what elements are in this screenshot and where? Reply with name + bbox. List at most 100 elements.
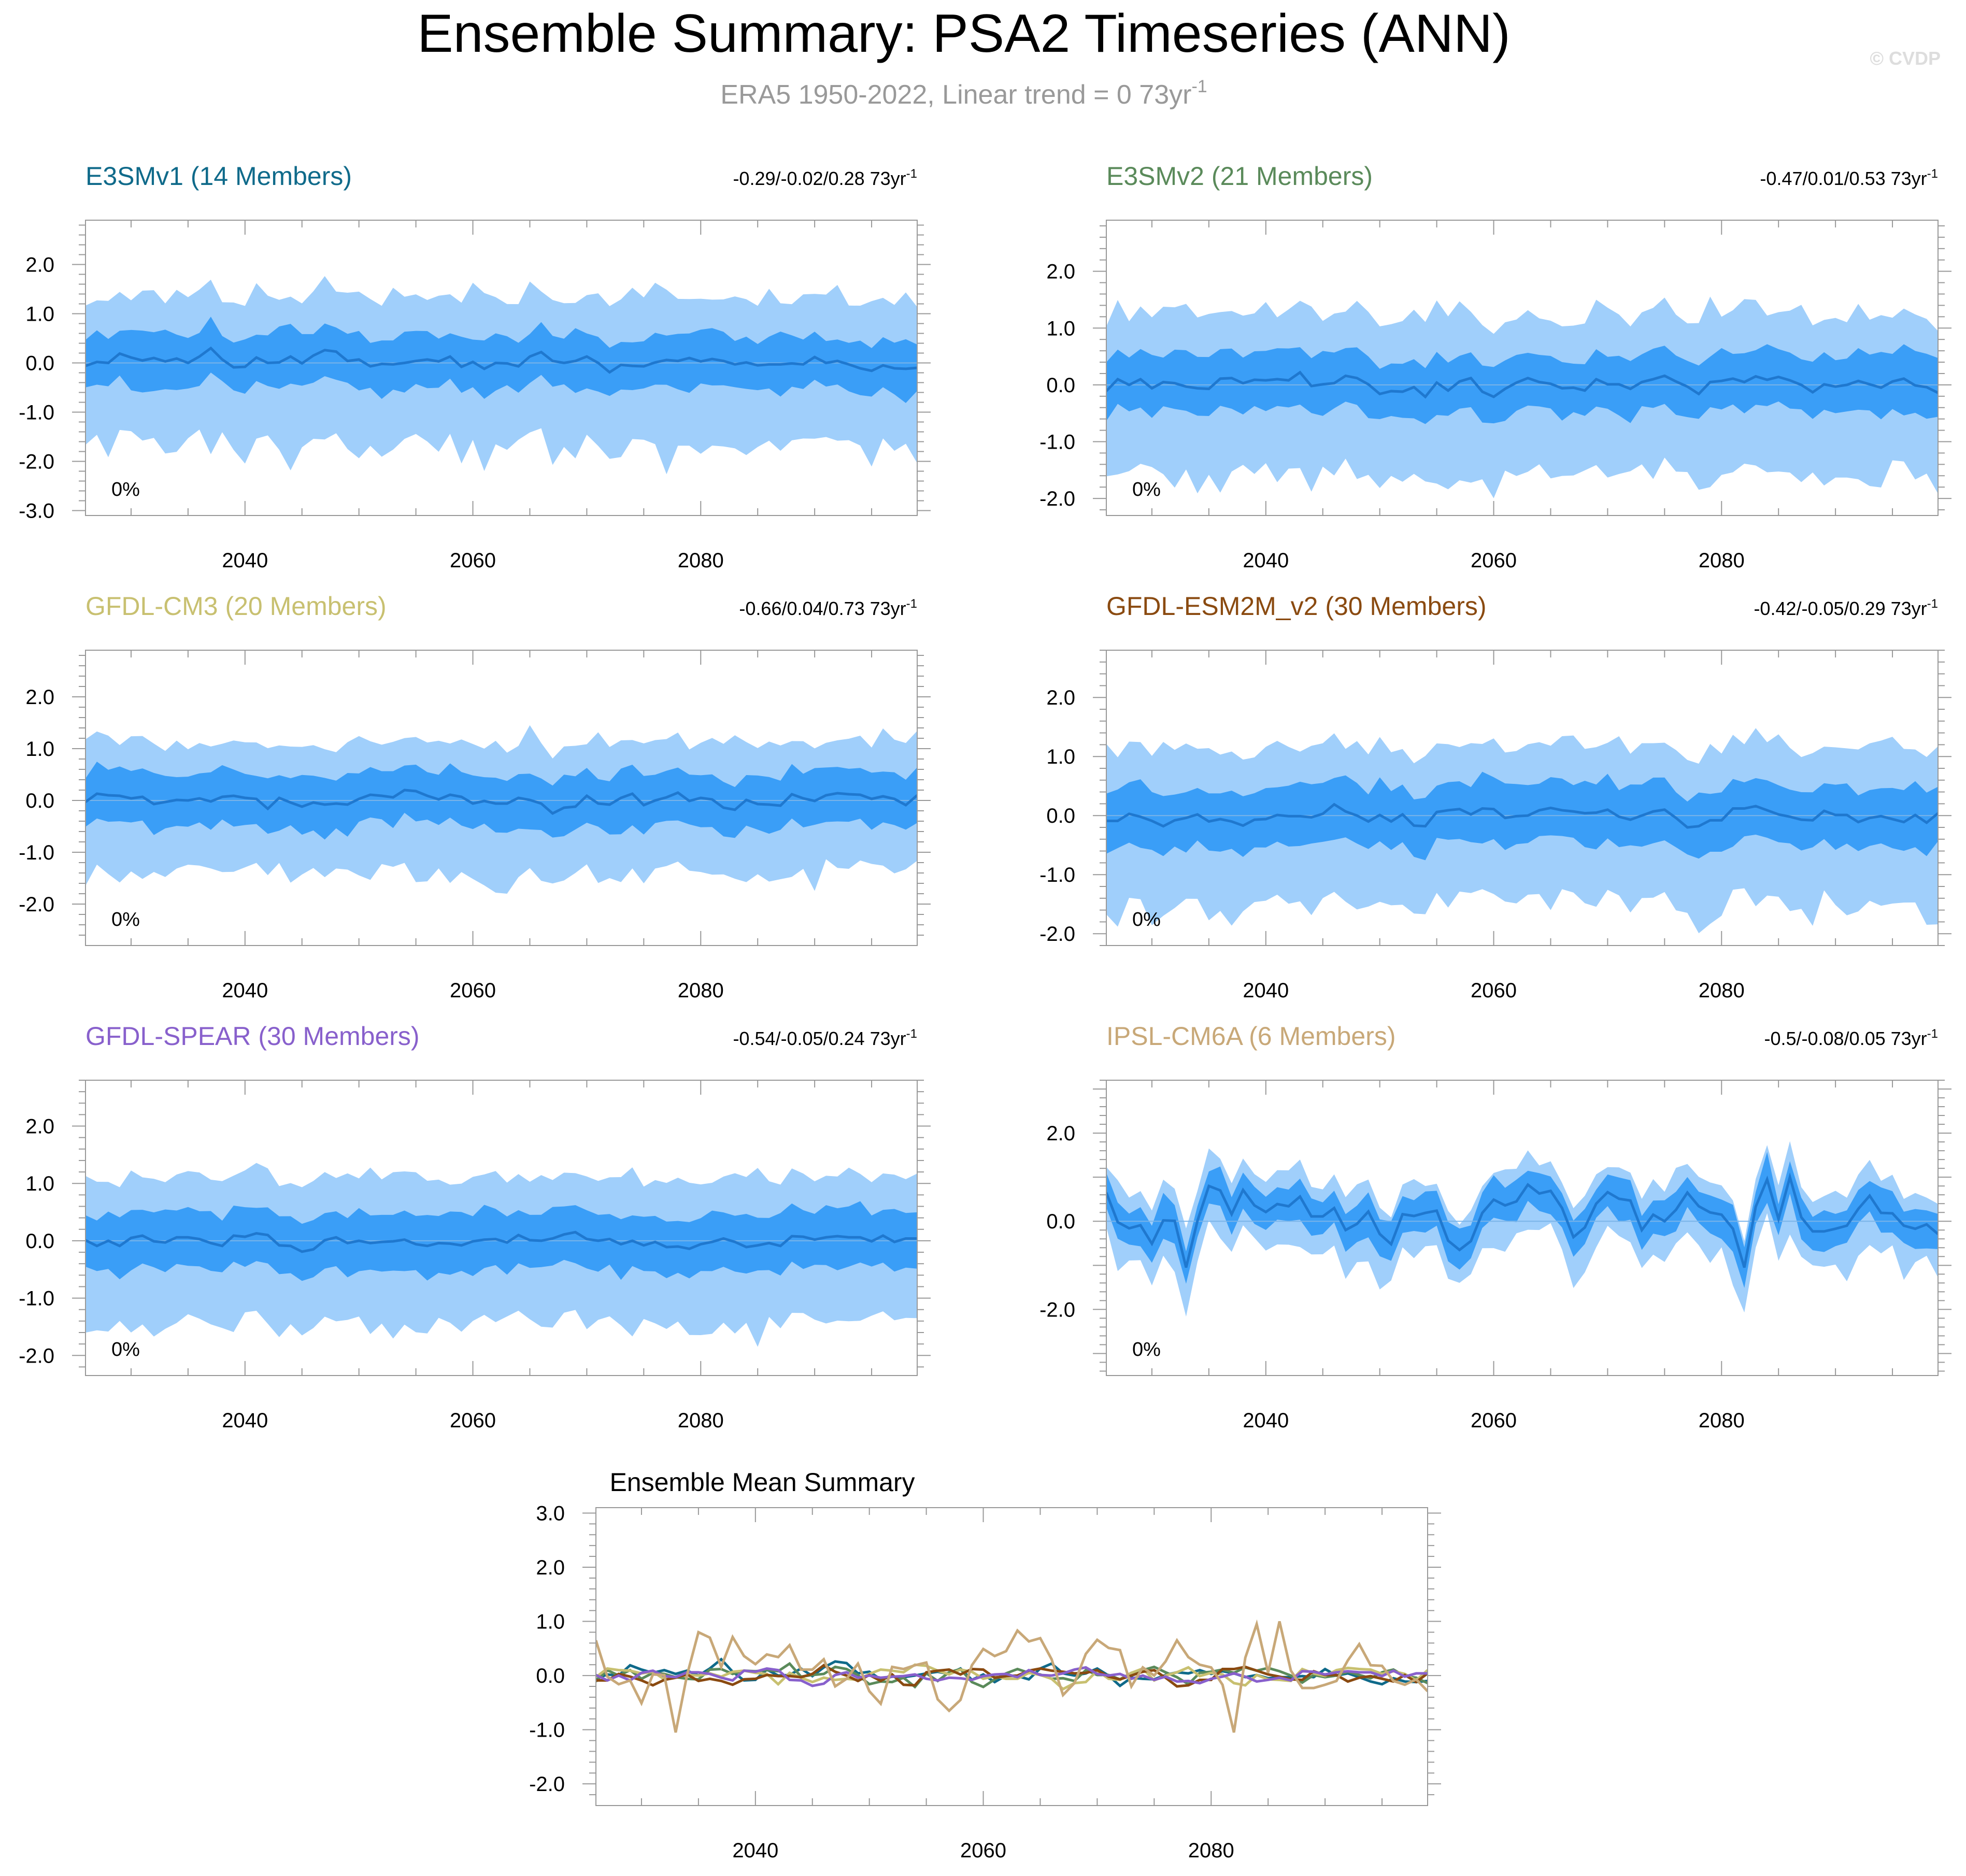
- trend-label-main: -0.66/0.04/0.73 73yr: [739, 598, 906, 619]
- x-tick-label: 2080: [1699, 1409, 1745, 1432]
- y-tick-label: -1.0: [1039, 431, 1075, 454]
- ensemble-mean-line: [1106, 370, 1938, 399]
- figure-subtitle-sup: -1: [1191, 77, 1207, 96]
- trend-label-main: -0.29/-0.02/0.28 73yr: [733, 168, 906, 189]
- plot-frame: [85, 650, 918, 946]
- y-tick-label: -3.0: [19, 500, 54, 523]
- chart-panel-e3smv2: E3SMv2 (21 Members) -0.47/0.01/0.53 73yr-…: [1039, 162, 1951, 572]
- chart-panel-gfdl_esm2m: GFDL-ESM2M_v2 (30 Members) -0.42/-0.05/0.…: [1039, 592, 1951, 1002]
- ensemble-mean-line: [86, 346, 917, 374]
- x-tick-label: 2060: [1471, 1409, 1517, 1432]
- x-tick-label: 2040: [222, 979, 268, 1002]
- trend-label: -0.29/-0.02/0.28 73yr-1: [733, 167, 917, 189]
- y-tick-label: -2.0: [1039, 1298, 1075, 1321]
- x-axis: 2040 2060 2080: [1151, 650, 1893, 1002]
- plot-area: [1106, 728, 1938, 934]
- outer-band: [1106, 1141, 1938, 1317]
- chart-panel-ipsl_cm6a: IPSL-CM6A (6 Members) -0.5/-0.08/0.05 73y…: [1039, 1022, 1951, 1432]
- y-tick-label: 3.0: [536, 1502, 565, 1525]
- plot-frame: [85, 1080, 918, 1376]
- y-tick-label: 1.0: [25, 303, 54, 326]
- trend-label-main: -0.47/0.01/0.53 73yr: [1760, 168, 1927, 189]
- plot-area: [86, 1163, 917, 1347]
- percent-label: 0%: [111, 479, 140, 500]
- percent-label: 0%: [1132, 1339, 1161, 1361]
- x-tick-label: 2040: [732, 1839, 778, 1862]
- y-tick-label: -2.0: [1039, 923, 1075, 946]
- ensemble-mean-line: [86, 789, 917, 815]
- y-tick-label: -1.0: [529, 1719, 565, 1742]
- y-axis: 3.0 2.0 1.0 0.0 -1.0 -2.0: [529, 1502, 1441, 1796]
- chart-panel-ens_mean: Ensemble Mean Summary 2040 2060 2080 3.0 2.0 1…: [529, 1468, 1441, 1862]
- y-tick-label: -1.0: [19, 1287, 54, 1310]
- y-tick-label: 2.0: [1046, 686, 1075, 709]
- ensemble-mean-line: [1106, 1172, 1938, 1268]
- x-tick-label: 2080: [678, 549, 724, 572]
- series-line-ipsl-cm6a: [596, 1619, 1428, 1733]
- plot-area: [86, 725, 917, 894]
- series-line-e3smv2: [596, 1662, 1428, 1689]
- x-tick-label: 2080: [1699, 549, 1745, 572]
- trend-label-sup: -1: [1927, 597, 1938, 611]
- y-tick-label: -1.0: [19, 402, 54, 424]
- x-tick-label: 2040: [1243, 549, 1289, 572]
- plot-frame: [85, 220, 918, 516]
- plot-area: [1106, 1141, 1938, 1317]
- panel-title: Ensemble Mean Summary: [609, 1468, 915, 1497]
- figure-subtitle-main: ERA5 1950-2022, Linear trend = 0 73yr: [720, 80, 1191, 110]
- x-tick-label: 2080: [678, 1409, 724, 1432]
- x-tick-label: 2040: [222, 1409, 268, 1432]
- chart-panel-e3smv1: E3SMv1 (14 Members) -0.29/-0.02/0.28 73yr…: [19, 162, 931, 572]
- x-axis: 2040 2060 2080: [130, 650, 873, 1002]
- x-tick-label: 2040: [222, 549, 268, 572]
- y-tick-label: 0.0: [25, 790, 54, 812]
- y-tick-label: -1.0: [19, 841, 54, 864]
- plot-frame: [1106, 650, 1939, 946]
- x-axis: 2040 2060 2080: [130, 220, 873, 572]
- trend-label-sup: -1: [906, 1027, 917, 1041]
- y-tick-label: -2.0: [529, 1773, 565, 1796]
- y-tick-label: -1.0: [1039, 864, 1075, 886]
- x-axis: 2040 2060 2080: [640, 1508, 1383, 1862]
- figure-subtitle: ERA5 1950-2022, Linear trend = 0 73yr-1: [720, 77, 1207, 110]
- figure-title: Ensemble Summary: PSA2 Timeseries (ANN): [417, 4, 1510, 64]
- y-axis: 2.0 1.0 0.0 -1.0 -2.0: [1039, 225, 1951, 510]
- y-axis: 2.0 0.0 -2.0: [1039, 1080, 1951, 1372]
- x-tick-label: 2060: [450, 549, 496, 572]
- panel-title: GFDL-ESM2M_v2 (30 Members): [1106, 592, 1487, 621]
- y-tick-label: 2.0: [25, 254, 54, 277]
- y-tick-label: 1.0: [25, 1172, 54, 1195]
- y-axis: 2.0 1.0 0.0 -1.0 -2.0: [1039, 650, 1951, 946]
- cvdp-watermark: © CVDP: [1870, 48, 1941, 69]
- x-tick-label: 2060: [1471, 979, 1517, 1002]
- x-tick-label: 2080: [1188, 1839, 1234, 1862]
- plot-frame: [1106, 1080, 1939, 1376]
- trend-label-sup: -1: [906, 167, 917, 181]
- y-tick-label: 1.0: [1046, 317, 1075, 340]
- y-tick-label: 1.0: [25, 738, 54, 761]
- x-tick-label: 2080: [678, 979, 724, 1002]
- inner-band: [86, 317, 917, 403]
- panel-title: E3SMv1 (14 Members): [86, 162, 352, 191]
- trend-label-sup: -1: [1927, 167, 1938, 181]
- trend-label-sup: -1: [906, 597, 917, 611]
- y-tick-label: 0.0: [1046, 374, 1075, 397]
- y-tick-label: -2.0: [19, 893, 54, 916]
- plot-frame: [595, 1507, 1428, 1806]
- y-tick-label: 1.0: [1046, 746, 1075, 768]
- trend-label: -0.5/-0.08/0.05 73yr-1: [1764, 1027, 1938, 1049]
- chart-panel-gfdl_spear: GFDL-SPEAR (30 Members) -0.54/-0.05/0.24 …: [19, 1022, 931, 1432]
- ensemble-mean-line: [86, 1230, 917, 1253]
- trend-label-sup: -1: [1927, 1027, 1938, 1041]
- trend-label: -0.54/-0.05/0.24 73yr-1: [733, 1027, 917, 1049]
- x-tick-label: 2040: [1243, 979, 1289, 1002]
- panel-title: GFDL-SPEAR (30 Members): [86, 1022, 420, 1051]
- y-axis: 2.0 1.0 0.0 -1.0 -2.0: [19, 1080, 931, 1368]
- panel-title: GFDL-CM3 (20 Members): [86, 592, 387, 621]
- plot-frame: [1106, 220, 1939, 516]
- y-axis: 2.0 1.0 0.0 -1.0 -2.0 -3.0: [19, 224, 931, 523]
- trend-label: -0.47/0.01/0.53 73yr-1: [1760, 167, 1938, 189]
- y-tick-label: 2.0: [1046, 1122, 1075, 1145]
- trend-label-main: -0.5/-0.08/0.05 73yr: [1764, 1028, 1927, 1049]
